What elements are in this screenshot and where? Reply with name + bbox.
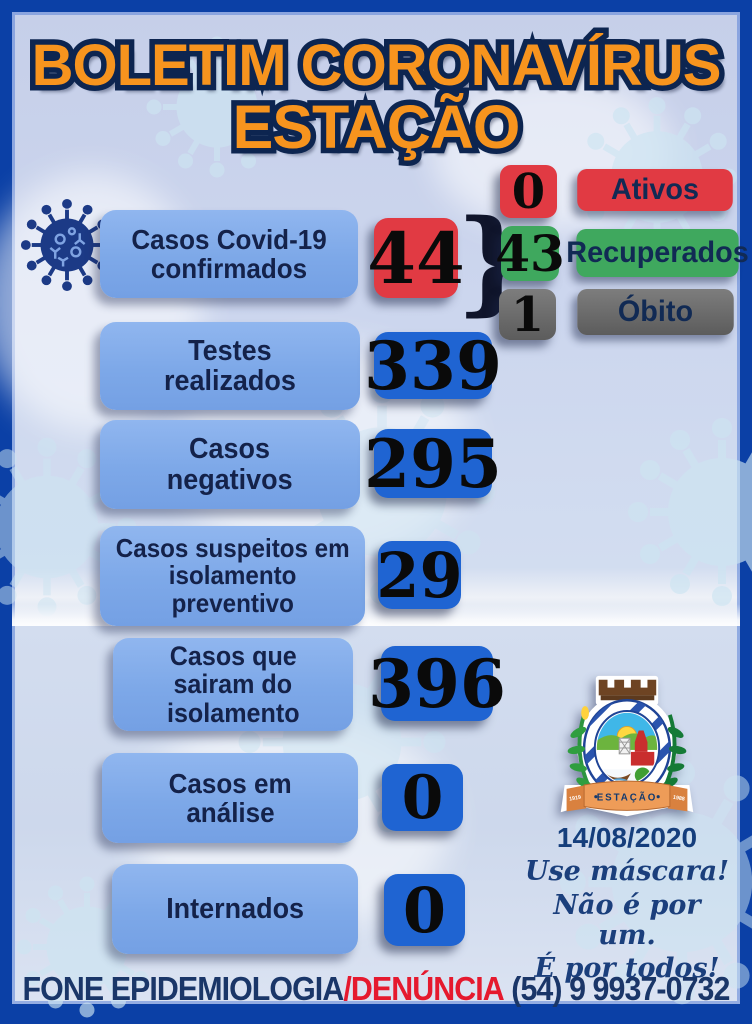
title-text: ESTAÇÃO [232,93,521,161]
stat-label-negativos: Casos negativos [100,420,360,509]
stat-label-text: sairam do [173,669,293,700]
stat-value-testes: 339 [364,326,502,405]
footer-denuncia: /DENÚNCIA [343,970,504,1007]
municipal-crest: ESTAÇÃO 1919 1988 [560,675,694,817]
stat-label-text: Casos suspeitos em [115,533,350,564]
stat-value-negativos: 295 [364,424,502,503]
stat-value-analise: 0 [382,763,463,833]
crest-branches [567,706,687,790]
footer-label: FONE EPIDEMIOLOGIA [22,970,345,1007]
foreground-layer: BOLETIM CORONAVÍRUS BOLETIM CORONAVÍRUS … [12,12,749,1007]
crest-year-left: 1919 [569,795,582,803]
stat-label-text: realizados [164,365,296,397]
slogan-line: Use máscara! [524,856,730,887]
breakdown-label-obito: Óbito [577,289,734,335]
stat-label-analise: Casos em análise [102,753,358,843]
breakdown-label-recuperados: Recuperados [566,229,749,277]
stat-label-text: análise [185,797,275,828]
page-title-line2: ESTAÇÃO ESTAÇÃO [12,88,740,167]
stat-value-sairam: 396 [368,644,506,723]
breakdown-value-obito: 1 [499,287,556,343]
stat-label-suspeitos: Casos suspeitos em isolamento preventivo [100,526,365,626]
crest-banner-text: ESTAÇÃO [597,793,658,804]
stat-label-internados: Internados [112,864,358,954]
stat-label-text: negativos [167,463,293,496]
crest-ribbon: ESTAÇÃO 1919 1988 [566,780,688,812]
stat-label-text: Casos Covid-19 [131,223,327,255]
stat-label-text: preventivo [171,587,294,618]
stat-value-confirmed: 44 [367,216,465,300]
crest-year-right: 1988 [672,795,685,803]
coronavirus-icon [18,196,116,294]
stat-label-text: isolamento [168,560,297,591]
slogan-line: Não é por um. [553,890,701,952]
stat-label-testes: Testes realizados [100,322,360,410]
title-outline: BOLETIM CORONAVÍRUS [26,28,727,104]
breakdown-value-recuperados: 43 [495,224,565,283]
stat-label-confirmed: Casos Covid-19 confirmados [100,210,358,298]
stat-label-text: Casos que [169,641,297,672]
slogan: Use máscara! Não é por um. É por todos! [522,856,732,984]
footer-phone: FONE EPIDEMIOLOGIA /DENÚNCIA (54) 9 9937… [23,970,731,1008]
bulletin-content: BOLETIM CORONAVÍRUS BOLETIM CORONAVÍRUS … [0,12,749,1007]
stat-label-sairam: Casos que sairam do isolamento [113,638,353,731]
stat-value-suspeitos: 29 [376,538,463,612]
bulletin-date: 14/08/2020 [556,822,698,853]
breakdown-value-ativos: 0 [500,164,557,220]
title-outline: ESTAÇÃO [227,88,526,167]
breakdown-label-ativos: Ativos [577,169,733,211]
stat-label-text: isolamento [166,697,300,728]
slogan-line: É por todos! [534,952,720,984]
stat-label-text: confirmados [150,253,308,284]
stat-label-text: Testes [188,334,272,367]
stat-label-text: Internados [166,892,304,925]
title-text: BOLETIM CORONAVÍRUS [31,33,722,98]
stat-label-text: Casos [189,433,271,466]
stat-label-text: Casos em [168,767,292,799]
stat-value-internados: 0 [384,874,465,947]
footer-number: (54) 9 9937-0732 [503,970,730,1007]
page-title-line1: BOLETIM CORONAVÍRUS BOLETIM CORONAVÍRUS [12,28,740,104]
